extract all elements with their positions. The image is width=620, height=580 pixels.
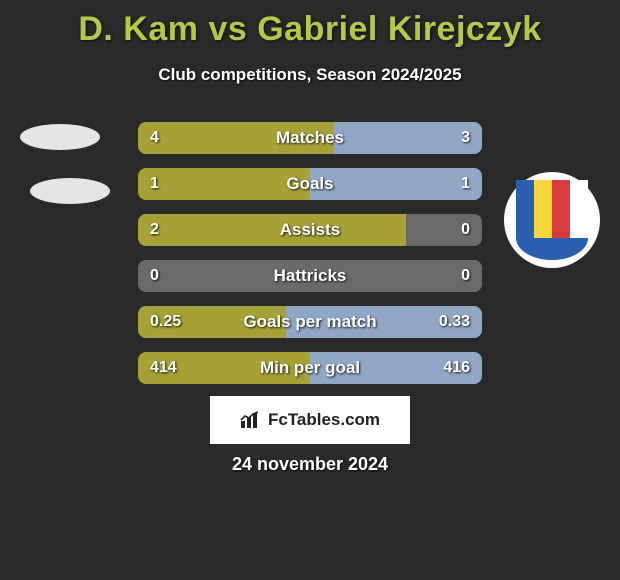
player-right-club-badge — [504, 172, 600, 268]
stat-label: Min per goal — [138, 352, 482, 384]
stats-panel: 43Matches 11Goals 20Assists 00Hattricks 0.25… — [138, 122, 482, 398]
stat-row: 00Hattricks — [138, 260, 482, 292]
brand-label: FcTables.com — [268, 410, 380, 430]
stat-row: 414416Min per goal — [138, 352, 482, 384]
stat-label: Hattricks — [138, 260, 482, 292]
stat-row: 11Goals — [138, 168, 482, 200]
player-left-avatar — [20, 124, 100, 150]
stat-row: 0.250.33Goals per match — [138, 306, 482, 338]
date-label: 24 november 2024 — [0, 454, 620, 475]
page-subtitle: Club competitions, Season 2024/2025 — [0, 65, 620, 85]
stat-label: Goals — [138, 168, 482, 200]
stat-label: Goals per match — [138, 306, 482, 338]
stat-row: 43Matches — [138, 122, 482, 154]
page-title: D. Kam vs Gabriel Kirejczyk — [0, 0, 620, 49]
brand-badge: FcTables.com — [210, 396, 410, 444]
stat-label: Assists — [138, 214, 482, 246]
stat-label: Matches — [138, 122, 482, 154]
player-left-club-avatar — [30, 178, 110, 204]
brand-chart-icon — [240, 411, 262, 429]
stat-row: 20Assists — [138, 214, 482, 246]
club-badge-icon — [516, 180, 588, 260]
